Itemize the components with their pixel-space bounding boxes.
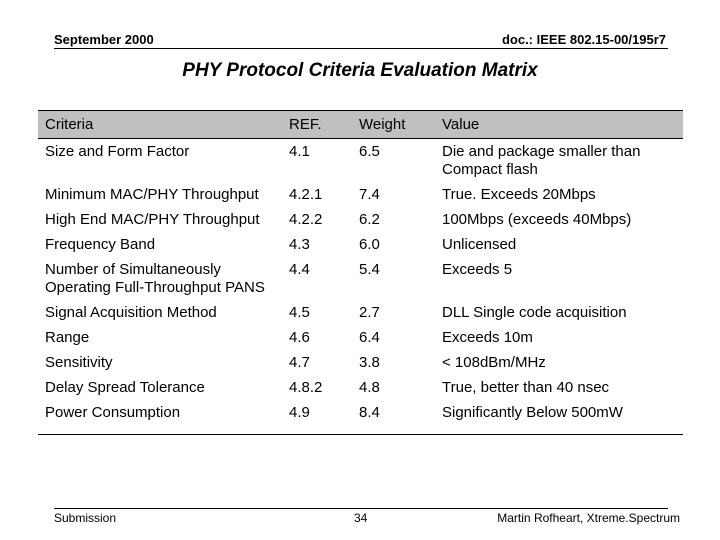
cell-weight: 3.8 bbox=[359, 354, 380, 371]
cell-weight: 4.8 bbox=[359, 379, 380, 396]
footer-rule bbox=[54, 508, 668, 509]
cell-ref: 4.4 bbox=[289, 261, 310, 278]
page-number: 34 bbox=[354, 511, 368, 525]
cell-weight: 5.4 bbox=[359, 261, 380, 278]
cell-ref: 4.2.2 bbox=[289, 211, 323, 228]
footer-author: Martin Rofheart, Xtreme.Spectrum bbox=[497, 511, 680, 525]
table-row: High End MAC/PHY Throughput 4.2.2 6.2 100Mb… bbox=[38, 207, 683, 232]
header-doc-id: doc.: IEEE 802.15-00/195r7 bbox=[501, 32, 666, 47]
criteria-matrix-table: Criteria REF. Weight Value Size and Form… bbox=[38, 110, 683, 435]
column-header-criteria: Criteria bbox=[38, 110, 282, 139]
table-row: Delay Spread Tolerance 4.8.2 4.8 True, bett… bbox=[38, 375, 683, 400]
table-row: Number of Simultaneously Operating Full-… bbox=[38, 257, 683, 300]
cell-value: Exceeds 10m bbox=[442, 329, 533, 346]
footer-submission: Submission bbox=[54, 511, 117, 525]
table-row: Range 4.6 6.4 Exceeds 10m bbox=[38, 325, 683, 350]
header-rule bbox=[54, 48, 668, 49]
cell-ref: 4.2.1 bbox=[289, 186, 323, 203]
cell-weight: 6.5 bbox=[359, 143, 380, 160]
cell-ref: 4.3 bbox=[289, 236, 310, 253]
table-row: Sensitivity 4.7 3.8 < 108dBm/MHz bbox=[38, 350, 683, 375]
cell-ref: 4.1 bbox=[289, 143, 310, 160]
column-header-value: Value bbox=[435, 110, 683, 139]
column-header-weight: Weight bbox=[352, 110, 435, 139]
table-header-row: Criteria REF. Weight Value bbox=[38, 110, 683, 139]
cell-criteria: Size and Form Factor bbox=[45, 143, 190, 160]
header-date: September 2000 bbox=[54, 32, 154, 47]
cell-ref: 4.5 bbox=[289, 304, 310, 321]
cell-criteria: Sensitivity bbox=[45, 354, 113, 371]
table-row: Size and Form Factor 4.1 6.5 Die and packag… bbox=[38, 139, 683, 183]
column-header-ref: REF. bbox=[282, 110, 352, 139]
cell-criteria: Power Consumption bbox=[45, 404, 181, 421]
cell-criteria: Range bbox=[45, 329, 90, 346]
cell-value: Exceeds 5 bbox=[442, 261, 513, 278]
cell-criteria: High End MAC/PHY Throughput bbox=[45, 211, 260, 228]
cell-value: True, better than 40 nsec bbox=[442, 379, 610, 396]
cell-criteria: Delay Spread Tolerance bbox=[45, 379, 205, 396]
table-row: Power Consumption 4.9 8.4 Significantly Bel… bbox=[38, 400, 683, 435]
cell-weight: 8.4 bbox=[359, 404, 380, 421]
cell-criteria: Minimum MAC/PHY Throughput bbox=[45, 186, 259, 203]
cell-ref: 4.9 bbox=[289, 404, 310, 421]
cell-value: 100Mbps (exceeds 40Mbps) bbox=[442, 211, 632, 228]
cell-weight: 6.0 bbox=[359, 236, 380, 253]
cell-weight: 2.7 bbox=[359, 304, 380, 321]
cell-value: < 108dBm/MHz bbox=[442, 354, 546, 371]
cell-weight: 6.4 bbox=[359, 329, 380, 346]
cell-weight: 6.2 bbox=[359, 211, 380, 228]
cell-value: True. Exceeds 20Mbps bbox=[442, 186, 596, 203]
cell-value: DLL Single code acquisition bbox=[442, 304, 627, 321]
cell-criteria: Number of Simultaneously Operating Full-… bbox=[45, 261, 265, 296]
table-row: Minimum MAC/PHY Throughput 4.2.1 7.4 True. … bbox=[38, 182, 683, 207]
cell-ref: 4.7 bbox=[289, 354, 310, 371]
page-title: PHY Protocol Criteria Evaluation Matrix bbox=[182, 60, 538, 81]
cell-criteria: Signal Acquisition Method bbox=[45, 304, 217, 321]
cell-ref: 4.8.2 bbox=[289, 379, 323, 396]
cell-value: Die and package smaller than Compact fla… bbox=[442, 143, 641, 178]
cell-criteria: Frequency Band bbox=[45, 236, 156, 253]
cell-value: Unlicensed bbox=[442, 236, 517, 253]
cell-weight: 7.4 bbox=[359, 186, 380, 203]
table-body: Criteria REF. Weight Value Size and Form… bbox=[38, 110, 683, 435]
table-row: Frequency Band 4.3 6.0 Unlicensed bbox=[38, 232, 683, 257]
cell-ref: 4.6 bbox=[289, 329, 310, 346]
cell-value: Significantly Below 500mW bbox=[442, 404, 623, 421]
table-row: Signal Acquisition Method 4.5 2.7 DLL Singl… bbox=[38, 300, 683, 325]
